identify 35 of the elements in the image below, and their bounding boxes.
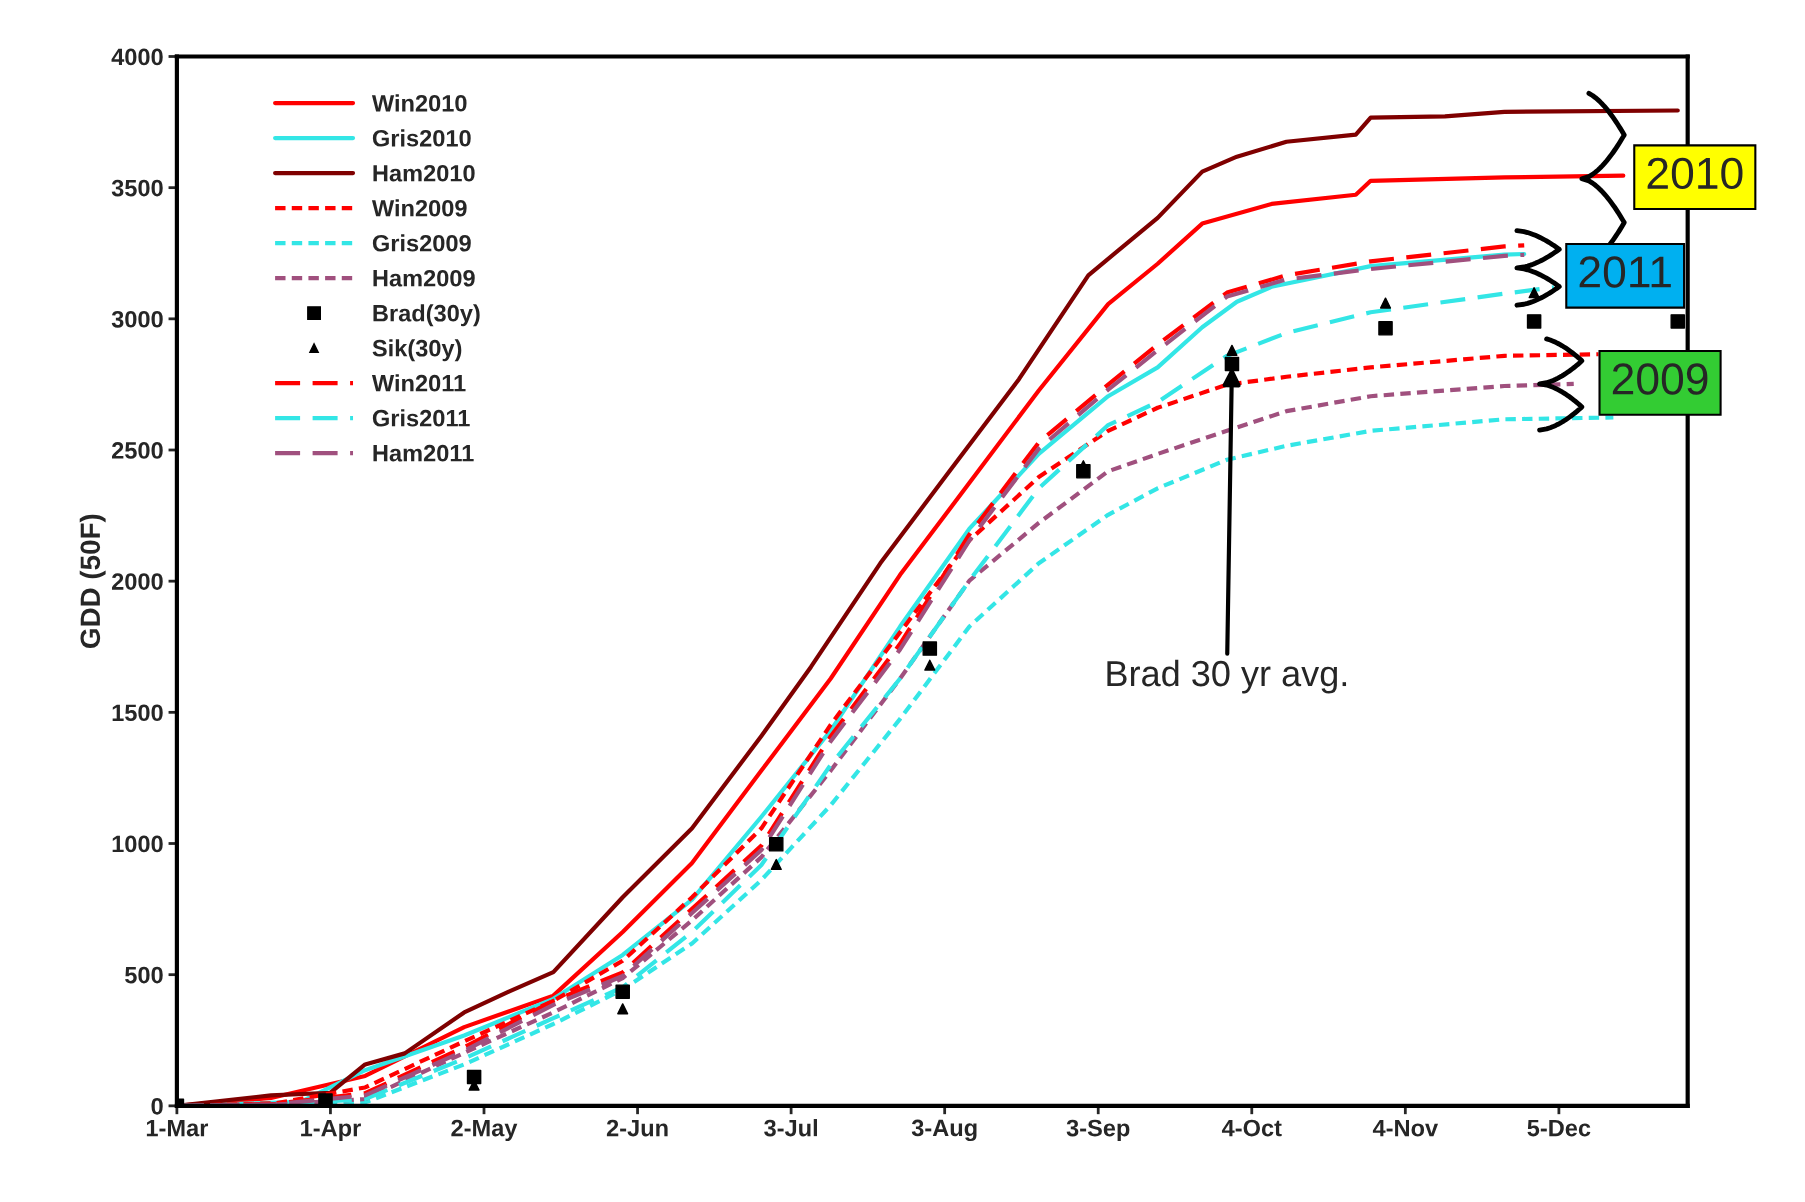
annotation: Brad 30 yr avg. <box>1107 659 1347 694</box>
x-tick-label: 5-Dec <box>1527 1119 1591 1137</box>
annotation: 2011 <box>1579 256 1671 288</box>
x-tick-label: 3-Jul <box>764 1119 817 1137</box>
x-tick-label: 3-Aug <box>911 1119 977 1142</box>
y-tick-label: 4000 <box>111 48 163 66</box>
x-tick-label: 1-Apr <box>301 1119 361 1142</box>
legend-label: Gris2009 <box>372 234 471 252</box>
x-tick-label: 3-Sep <box>1066 1119 1130 1142</box>
legend-label: Ham2009 <box>373 269 475 287</box>
annotation: 2009 <box>1612 363 1708 395</box>
x-tick-label: 2-Jun <box>606 1119 668 1137</box>
legend-label: Gris2011 <box>372 409 470 427</box>
legend-label: Ham2010 <box>373 164 475 182</box>
legend-label: Sik(30y) <box>372 339 462 362</box>
y-tick-label: 500 <box>125 966 163 984</box>
legend-label: Gris2010 <box>372 129 471 147</box>
legend-label: Win2010 <box>371 94 467 112</box>
x-tick-label: 2-May <box>451 1119 518 1142</box>
y-tick-label: 3000 <box>111 310 163 328</box>
y-tick-label: 2000 <box>111 573 163 590</box>
legend-label: Brad(30y) <box>373 304 480 327</box>
legend-label: Win2009 <box>371 199 467 217</box>
x-tick-label: 4-Nov <box>1372 1119 1439 1137</box>
y-axis-title: GDD (50F) <box>79 514 106 648</box>
y-tick-label: 1500 <box>112 704 163 722</box>
y-tick-label: 0 <box>151 1097 163 1115</box>
y-tick-label: 3500 <box>111 179 163 197</box>
y-tick-label: 2500 <box>111 442 163 459</box>
x-tick-label: 4-Oct <box>1221 1119 1282 1137</box>
legend-label: Win2011 <box>371 374 466 392</box>
annotation: 2010 <box>1647 157 1743 190</box>
x-tick-label: 1-Mar <box>146 1119 209 1137</box>
y-tick-label: 1000 <box>112 835 163 853</box>
legend-label: Ham2011 <box>373 444 474 462</box>
